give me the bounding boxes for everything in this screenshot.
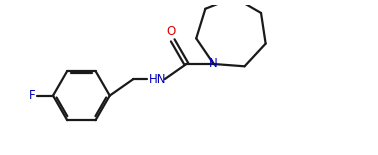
Text: F: F	[29, 89, 35, 102]
Text: HN: HN	[149, 73, 167, 86]
Text: O: O	[166, 25, 175, 38]
Text: N: N	[209, 58, 218, 71]
